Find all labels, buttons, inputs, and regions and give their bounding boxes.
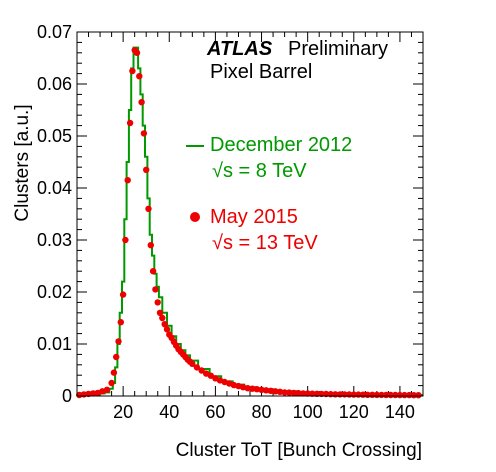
marker-series-layer	[76, 47, 422, 399]
series-may-2015-point	[154, 299, 161, 306]
x-tick-label: 120	[339, 402, 369, 422]
atlas-label: ATLAS	[206, 38, 273, 60]
series-may-2015-point	[163, 326, 171, 333]
y-tick-label: 0	[62, 386, 72, 406]
series-may-2015-point	[401, 391, 408, 399]
detector-label: Pixel Barrel	[210, 61, 312, 83]
series-may-2015-point	[126, 119, 134, 127]
series-may-2015-point	[117, 319, 125, 326]
series-may-2015-point	[286, 389, 293, 396]
series-may-2015-point	[147, 242, 154, 249]
preliminary-label: Preliminary	[288, 38, 388, 60]
y-tick-label: 0.02	[37, 282, 72, 302]
y-tick-label: 0.06	[37, 74, 72, 94]
series-may-2015-point	[159, 314, 166, 322]
series-may-2015-point	[198, 367, 205, 374]
series-may-2015-point	[103, 386, 111, 393]
series-may-2015-point	[110, 369, 118, 376]
series-may-2015-point	[295, 389, 302, 397]
series-may-2015-point	[189, 360, 196, 367]
y-tick-label: 0.01	[37, 334, 72, 354]
legend-sublabel-13tev: √s = 13 TeV	[212, 232, 318, 254]
series-may-2015-point	[113, 353, 120, 361]
legend-marker-may-2015	[190, 212, 200, 222]
y-tick-label: 0.07	[37, 22, 72, 42]
series-may-2015-point	[299, 390, 307, 397]
legend-sublabel-8tev: √s = 8 TeV	[212, 160, 307, 182]
series-may-2015-point	[313, 390, 321, 397]
series-may-2015-point	[406, 391, 413, 399]
x-tick-label: 100	[293, 402, 323, 422]
y-tick-label: 0.04	[37, 178, 72, 198]
series-may-2015-point	[161, 321, 168, 328]
x-tick-label: 80	[252, 402, 272, 422]
x-tick-label: 60	[205, 402, 225, 422]
series-may-2015-point	[138, 99, 145, 106]
series-may-2015-point	[281, 389, 288, 396]
series-may-2015-point	[410, 392, 417, 399]
legend-label-december-2012: December 2012	[210, 134, 352, 156]
x-axis-title: Cluster ToT [Bunch Crossing]	[176, 440, 422, 461]
series-may-2015-point	[318, 390, 325, 398]
series-may-2015-point	[136, 73, 143, 80]
series-may-2015-point	[140, 130, 148, 137]
series-may-2015-point	[262, 387, 270, 394]
series-may-2015-point	[129, 67, 136, 75]
y-tick-label: 0.03	[37, 230, 72, 250]
series-may-2015-point	[145, 205, 152, 212]
series-may-2015-point	[304, 390, 311, 397]
series-may-2015-point	[290, 389, 297, 397]
series-may-2015-point	[193, 364, 201, 371]
x-tick-label: 40	[159, 402, 179, 422]
axes-layer: 20 40 60 80 100 120 140 0 0.01 0.02 0.03 0.04 0.05 0.…	[37, 22, 423, 422]
series-may-2015-point	[392, 391, 399, 399]
series-may-2015-point	[89, 390, 97, 397]
series-may-2015-point	[415, 392, 422, 399]
series-may-2015-point	[143, 166, 150, 173]
series-may-2015-point	[387, 391, 394, 399]
series-may-2015-point	[309, 390, 316, 397]
series-may-2015-point	[119, 291, 127, 298]
legend-label-may-2015: May 2015	[210, 206, 298, 228]
y-tick-label: 0.05	[37, 126, 72, 146]
series-may-2015-point	[133, 49, 141, 56]
y-axis-title: Clusters [a.u.]	[12, 104, 33, 221]
series-may-2015-point	[396, 391, 404, 399]
series-may-2015-point	[149, 268, 157, 275]
x-tick-label: 20	[113, 402, 133, 422]
series-may-2015-point	[108, 379, 115, 387]
series-may-2015-point	[156, 309, 164, 316]
series-may-2015-point	[152, 286, 159, 293]
x-tick-label: 140	[385, 402, 415, 422]
series-may-2015-point	[122, 236, 129, 244]
series-may-2015-point	[115, 338, 122, 345]
series-may-2015-point	[382, 391, 390, 399]
series-may-2015-point	[124, 177, 131, 184]
plot-frame	[76, 31, 424, 397]
legend: December 2012 √s = 8 TeV May 2015 √s = 1…	[186, 134, 352, 254]
